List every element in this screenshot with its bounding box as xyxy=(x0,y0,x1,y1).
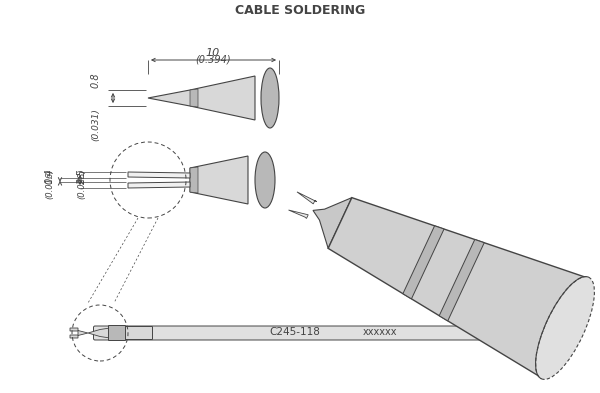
Polygon shape xyxy=(328,198,588,378)
Text: 0.8: 0.8 xyxy=(91,72,101,88)
Polygon shape xyxy=(328,198,360,248)
Text: mm
(in): mm (in) xyxy=(555,327,575,349)
FancyBboxPatch shape xyxy=(124,327,152,340)
Polygon shape xyxy=(313,198,352,248)
Text: CABLE SOLDERING: CABLE SOLDERING xyxy=(235,4,365,17)
Polygon shape xyxy=(190,167,198,193)
Text: 10: 10 xyxy=(206,48,220,58)
Text: 0.4: 0.4 xyxy=(45,168,55,184)
Polygon shape xyxy=(190,89,198,107)
Polygon shape xyxy=(128,172,190,178)
Text: xxxxxx: xxxxxx xyxy=(363,327,397,337)
Text: C245-118: C245-118 xyxy=(269,327,320,337)
Text: 2.5: 2.5 xyxy=(77,168,87,184)
Polygon shape xyxy=(403,226,444,299)
Polygon shape xyxy=(439,239,484,321)
Text: (0.394): (0.394) xyxy=(195,54,231,64)
Polygon shape xyxy=(70,328,88,338)
Text: (0.031): (0.031) xyxy=(91,108,101,141)
Text: (0.016): (0.016) xyxy=(46,169,55,199)
Polygon shape xyxy=(128,182,190,188)
Text: (0.098): (0.098) xyxy=(77,169,86,199)
Polygon shape xyxy=(297,192,317,204)
FancyBboxPatch shape xyxy=(94,326,511,340)
Polygon shape xyxy=(88,328,110,338)
Ellipse shape xyxy=(536,277,595,379)
Polygon shape xyxy=(190,156,248,204)
Ellipse shape xyxy=(261,68,279,128)
Ellipse shape xyxy=(255,152,275,208)
FancyBboxPatch shape xyxy=(109,325,125,340)
Polygon shape xyxy=(510,327,555,338)
Polygon shape xyxy=(148,76,255,120)
Polygon shape xyxy=(289,210,308,219)
